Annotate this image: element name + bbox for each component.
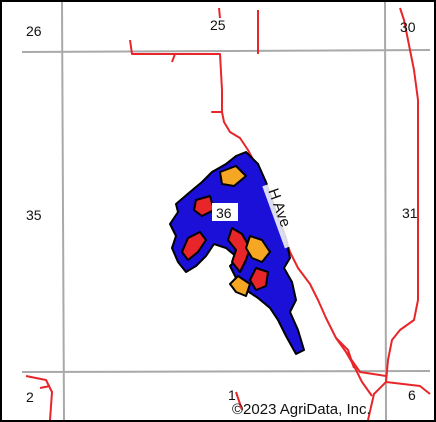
field-orange-3 [219, 165, 247, 187]
section-label-26: 26 [26, 23, 42, 39]
road-north [218, 7, 221, 19]
section-label-6: 6 [408, 387, 416, 403]
section-label-35: 35 [26, 207, 42, 223]
section-labels: 26 25 30 35 36 31 2 1 6 [26, 17, 418, 405]
section-label-31: 31 [402, 205, 418, 221]
field-orange-1 [245, 235, 271, 263]
section-label-1: 1 [228, 387, 236, 403]
section-label-30: 30 [400, 19, 416, 35]
field-red-2 [227, 227, 251, 273]
road-east [367, 7, 419, 421]
section-label-25: 25 [210, 17, 226, 33]
field-orange-2 [229, 275, 251, 297]
section-label-36: 36 [216, 205, 232, 221]
section-grid [21, 1, 431, 421]
copyright-text: ©2023 AgriData, Inc. [232, 401, 371, 418]
field-red-4 [193, 195, 215, 217]
field-red-3 [249, 267, 269, 291]
field-red-1 [181, 231, 207, 261]
section-label-2: 2 [26, 389, 34, 405]
